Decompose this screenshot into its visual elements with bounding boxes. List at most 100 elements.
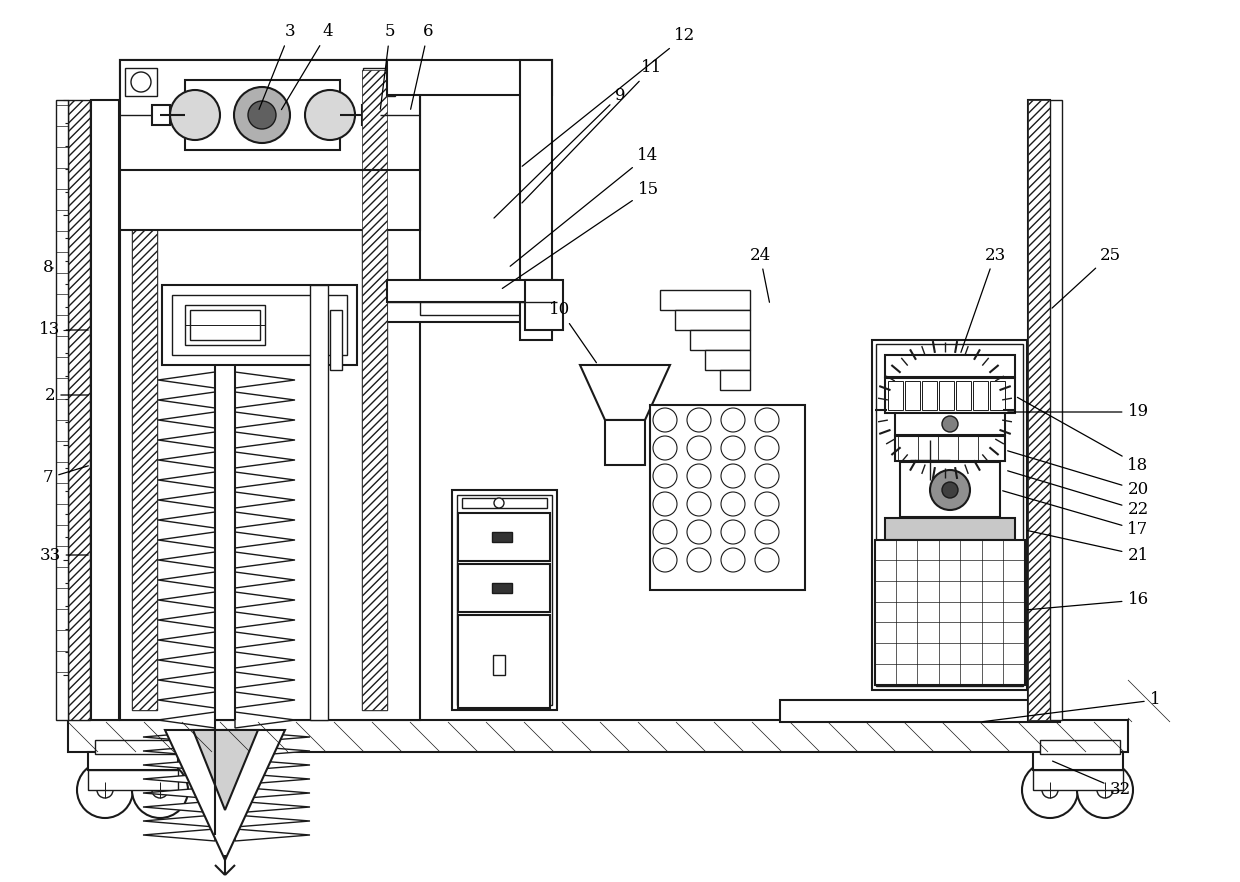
Circle shape: [930, 470, 970, 510]
Text: 24: 24: [749, 246, 770, 303]
Bar: [522, 280, 542, 335]
Bar: [185, 80, 340, 150]
Bar: [131, 70, 157, 710]
Circle shape: [720, 464, 745, 488]
Polygon shape: [157, 612, 215, 628]
Circle shape: [720, 520, 745, 544]
Bar: [689, 330, 750, 350]
Circle shape: [234, 87, 290, 143]
Polygon shape: [236, 815, 310, 827]
Circle shape: [653, 436, 677, 460]
Polygon shape: [157, 672, 215, 688]
Text: 7: 7: [42, 466, 88, 487]
Bar: [650, 405, 805, 590]
Circle shape: [370, 72, 389, 92]
Bar: [458, 513, 551, 561]
Polygon shape: [236, 592, 295, 608]
Polygon shape: [236, 801, 310, 813]
Bar: [885, 355, 1016, 377]
Circle shape: [755, 436, 779, 460]
Bar: [387, 290, 532, 322]
Text: 12: 12: [522, 27, 696, 167]
Text: 17: 17: [1003, 490, 1148, 539]
Circle shape: [687, 520, 711, 544]
Text: 25: 25: [1052, 246, 1121, 308]
Polygon shape: [236, 532, 295, 548]
Circle shape: [653, 408, 677, 432]
Text: 15: 15: [502, 182, 658, 288]
Bar: [900, 462, 999, 517]
Circle shape: [942, 482, 959, 498]
Text: 16: 16: [1028, 592, 1148, 609]
Bar: [720, 370, 750, 390]
Polygon shape: [236, 731, 310, 743]
Bar: [1028, 100, 1050, 720]
Polygon shape: [236, 745, 310, 757]
Bar: [492, 583, 512, 593]
Polygon shape: [236, 392, 295, 408]
Circle shape: [687, 436, 711, 460]
Bar: [780, 700, 1060, 722]
Bar: [463, 498, 547, 508]
Bar: [131, 70, 157, 710]
Bar: [973, 381, 988, 410]
Circle shape: [248, 101, 277, 129]
Circle shape: [687, 548, 711, 572]
Bar: [68, 100, 91, 720]
Polygon shape: [157, 432, 215, 448]
Bar: [88, 770, 179, 790]
Circle shape: [77, 762, 133, 818]
Bar: [387, 280, 557, 302]
Circle shape: [755, 548, 779, 572]
Bar: [605, 420, 645, 465]
Polygon shape: [236, 452, 295, 468]
Text: 20: 20: [1008, 451, 1148, 498]
Text: 9: 9: [494, 86, 625, 218]
Bar: [420, 300, 532, 315]
Bar: [923, 381, 937, 410]
Polygon shape: [157, 532, 215, 548]
Bar: [895, 436, 1004, 461]
Bar: [660, 290, 750, 310]
Circle shape: [170, 90, 219, 140]
Bar: [1033, 752, 1123, 770]
Circle shape: [131, 72, 151, 92]
Bar: [905, 381, 920, 410]
Polygon shape: [143, 829, 215, 841]
Polygon shape: [157, 472, 215, 488]
Bar: [125, 68, 157, 96]
Bar: [492, 532, 512, 542]
Polygon shape: [157, 512, 215, 528]
Bar: [875, 540, 1025, 685]
Text: 23: 23: [961, 246, 1006, 353]
Text: 33: 33: [40, 547, 88, 564]
Polygon shape: [236, 787, 310, 799]
Polygon shape: [157, 692, 215, 708]
Circle shape: [755, 408, 779, 432]
Circle shape: [755, 520, 779, 544]
Bar: [362, 70, 387, 710]
Polygon shape: [236, 652, 295, 668]
Polygon shape: [157, 412, 215, 428]
Bar: [494, 655, 505, 675]
Bar: [895, 370, 945, 395]
Polygon shape: [236, 432, 295, 448]
Bar: [1033, 770, 1123, 790]
Bar: [956, 381, 971, 410]
Circle shape: [1022, 762, 1078, 818]
Polygon shape: [143, 815, 215, 827]
Bar: [120, 60, 420, 720]
Bar: [172, 295, 347, 355]
Polygon shape: [236, 572, 295, 588]
Circle shape: [494, 498, 503, 508]
Bar: [1050, 100, 1061, 720]
Circle shape: [1042, 782, 1058, 798]
Text: 3: 3: [259, 24, 295, 109]
Bar: [362, 70, 387, 710]
Polygon shape: [157, 492, 215, 508]
Circle shape: [910, 440, 950, 480]
Bar: [872, 340, 1027, 690]
Circle shape: [687, 408, 711, 432]
Bar: [310, 285, 329, 720]
Bar: [120, 60, 420, 230]
